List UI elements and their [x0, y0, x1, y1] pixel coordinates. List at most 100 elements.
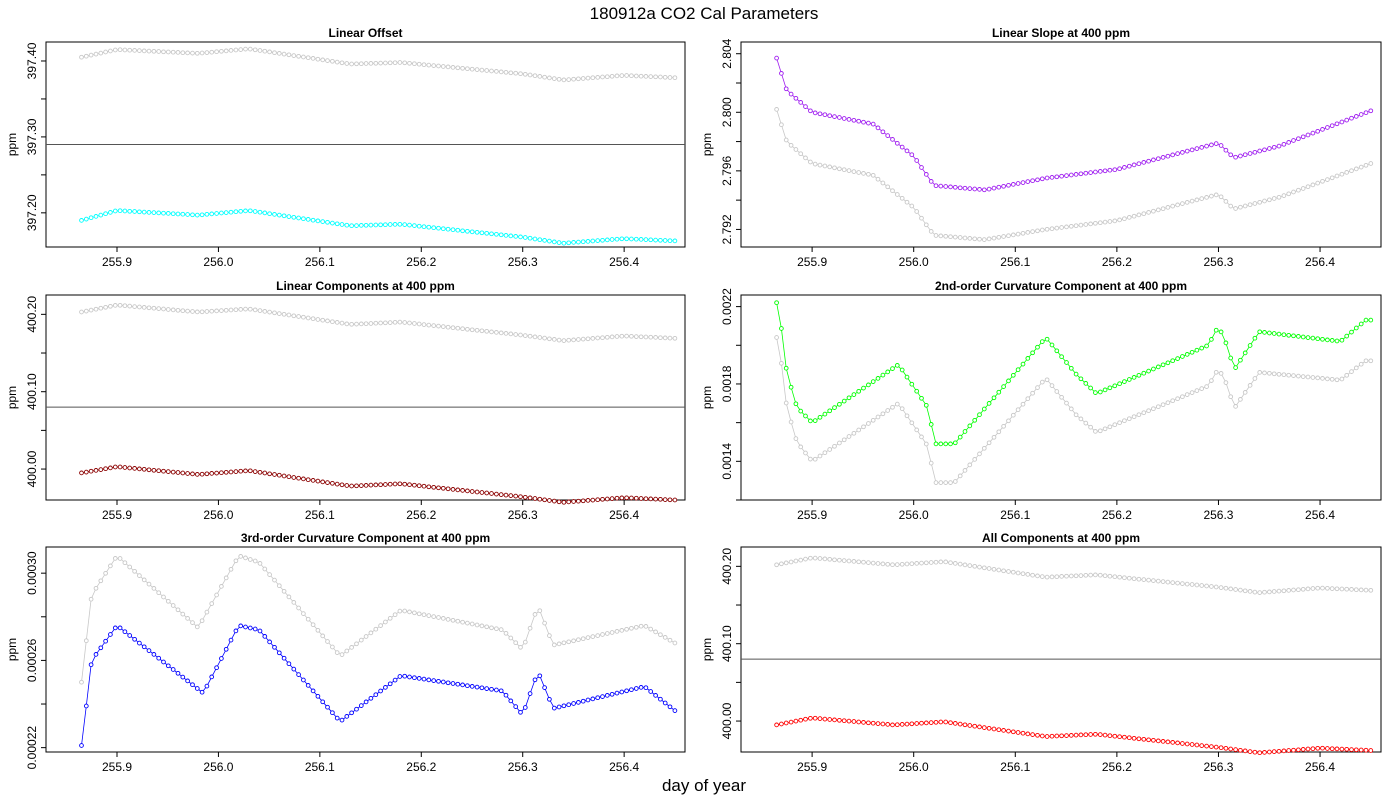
- data-point: [957, 434, 963, 440]
- data-point: [894, 363, 900, 368]
- data-point: [272, 472, 277, 477]
- data-point: [923, 402, 929, 408]
- data-point: [214, 592, 219, 598]
- data-point: [325, 639, 330, 644]
- data-point: [788, 384, 794, 390]
- data-point: [1175, 740, 1180, 746]
- data-point: [788, 419, 794, 425]
- data-point: [1064, 400, 1069, 406]
- data-point: [1218, 371, 1224, 376]
- data-point: [1194, 582, 1200, 588]
- data-point: [996, 184, 1002, 190]
- data-point: [358, 223, 364, 228]
- data-point: [551, 337, 557, 342]
- data-point: [580, 76, 586, 81]
- data-point: [972, 236, 978, 242]
- data-point: [1097, 428, 1103, 434]
- y-tick-label: 2.800: [720, 97, 734, 127]
- data-point: [986, 566, 992, 571]
- data-point: [667, 637, 673, 643]
- data-point: [223, 646, 229, 652]
- y-tick-label: 400.10: [25, 373, 39, 410]
- data-point: [667, 335, 673, 341]
- data-point: [1131, 576, 1137, 582]
- data-point: [643, 334, 649, 340]
- data-point: [170, 307, 176, 313]
- data-point: [542, 74, 547, 80]
- data-point: [238, 554, 244, 559]
- data-point: [1349, 747, 1354, 752]
- data-point: [1233, 404, 1238, 409]
- data-point: [1010, 232, 1016, 238]
- data-point: [600, 694, 605, 699]
- data-point: [1315, 128, 1321, 134]
- x-tick-label: 256.2: [1102, 508, 1132, 522]
- data-point: [436, 678, 441, 684]
- panel-title: Linear Slope at 400 ppm: [992, 26, 1130, 40]
- panel-title: 2nd-order Curvature Component at 400 ppm: [935, 279, 1187, 293]
- data-point: [808, 418, 813, 424]
- data-point: [537, 673, 543, 679]
- data-point: [122, 47, 128, 53]
- data-point: [165, 49, 171, 55]
- x-tick-label: 256.3: [508, 508, 538, 522]
- data-point: [1122, 418, 1127, 424]
- data-point: [798, 444, 804, 450]
- data-point: [1276, 194, 1282, 200]
- data-point: [416, 676, 422, 681]
- data-point: [368, 695, 374, 701]
- data-point: [1368, 358, 1374, 364]
- data-point: [170, 667, 176, 672]
- data-point: [281, 473, 287, 479]
- data-point: [1015, 730, 1021, 735]
- data-point: [977, 412, 982, 418]
- data-point: [909, 721, 915, 727]
- data-point: [846, 395, 852, 401]
- data-point: [527, 691, 533, 696]
- data-point: [455, 65, 461, 71]
- data-point: [310, 316, 316, 322]
- data-point: [445, 226, 451, 232]
- data-point: [653, 74, 658, 80]
- data-point: [904, 413, 910, 419]
- data-point: [83, 703, 89, 709]
- series-line: [776, 57, 1371, 191]
- data-point: [412, 675, 417, 681]
- data-point: [556, 337, 562, 343]
- data-point: [962, 235, 968, 241]
- data-point: [928, 422, 934, 427]
- y-tick-label: 400.00: [720, 702, 734, 739]
- data-point: [175, 211, 181, 217]
- data-point: [1126, 575, 1132, 581]
- data-point: [431, 63, 437, 68]
- data-point: [141, 305, 147, 310]
- data-point: [870, 379, 876, 384]
- data-point: [1049, 574, 1055, 580]
- data-point: [561, 77, 567, 83]
- data-point: [1112, 733, 1118, 739]
- data-point: [609, 630, 615, 635]
- data-point: [788, 142, 794, 148]
- series-1: [774, 335, 1374, 485]
- data-point: [194, 309, 200, 315]
- data-point: [416, 61, 422, 67]
- data-point: [1001, 728, 1006, 733]
- data-point: [286, 661, 292, 667]
- data-point: [532, 73, 538, 79]
- data-point: [1247, 589, 1253, 594]
- data-point: [180, 674, 186, 680]
- data-point: [1242, 350, 1248, 356]
- data-point: [243, 624, 248, 630]
- x-tick-label: 256.1: [305, 760, 335, 774]
- data-point: [870, 720, 876, 726]
- data-point: [638, 623, 644, 629]
- data-point: [1064, 224, 1069, 230]
- data-point: [909, 203, 915, 209]
- data-point: [1151, 737, 1156, 743]
- data-point: [1320, 585, 1325, 591]
- data-point: [257, 209, 263, 215]
- data-point: [165, 663, 171, 669]
- data-point: [1238, 747, 1243, 753]
- data-point: [103, 49, 108, 55]
- data-point: [952, 440, 958, 446]
